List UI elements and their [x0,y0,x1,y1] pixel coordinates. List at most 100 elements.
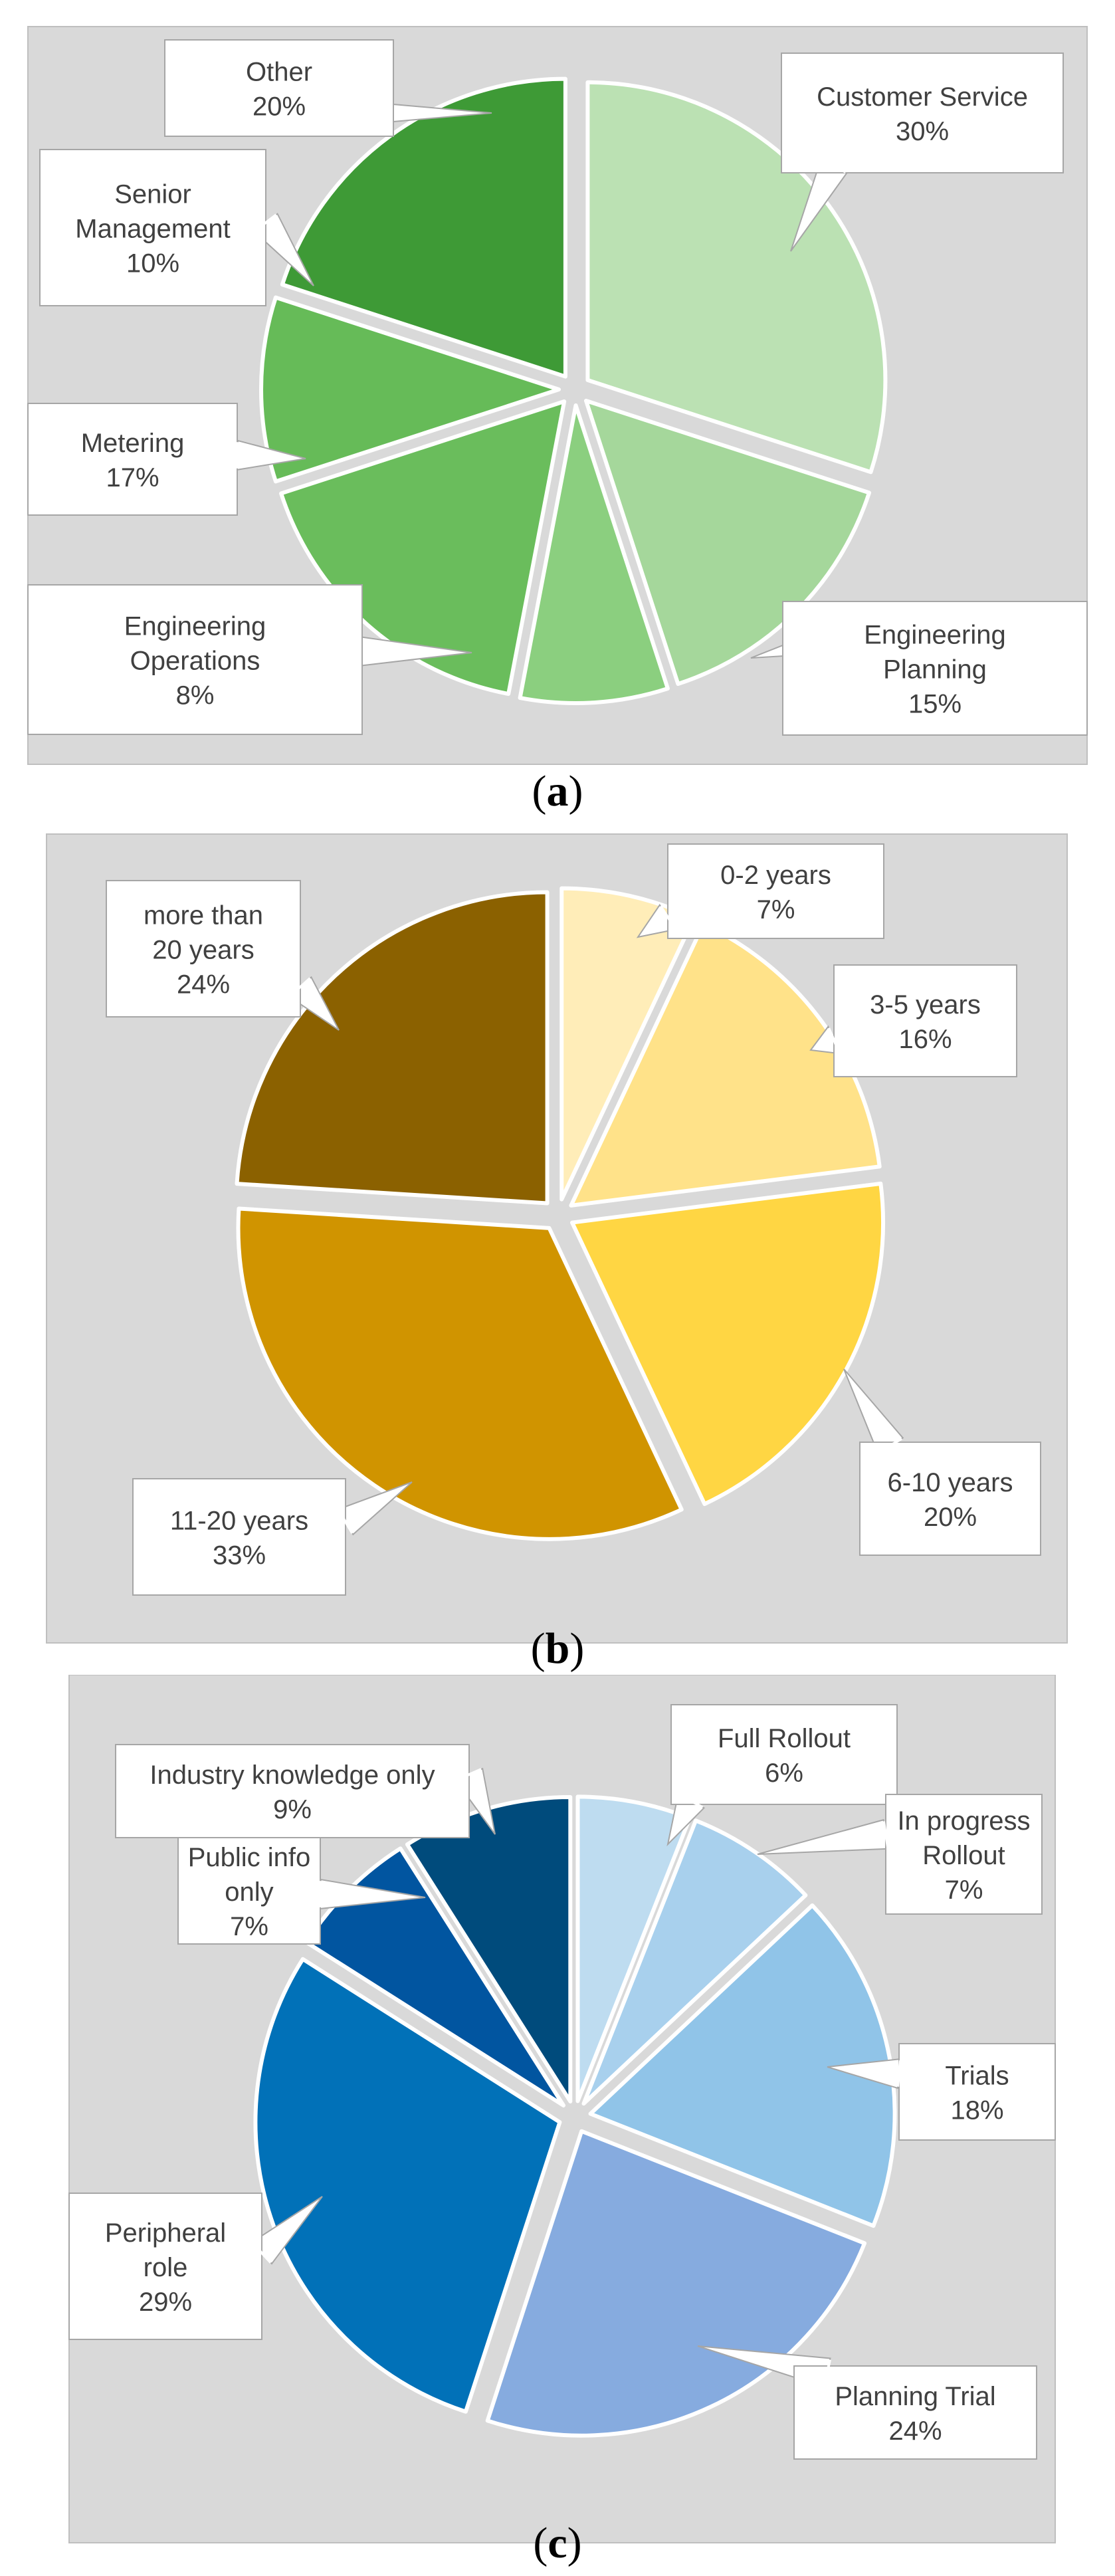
data-label-line: role [144,2253,188,2282]
data-label-line: 10% [126,249,179,278]
data-label-line: Engineering [864,621,1006,650]
data-label-customer-service: Customer Service 30% [781,53,1064,252]
data-label-in-progress-rollout: In progress Rollout 7% [757,1794,1043,1915]
callout-box [177,1837,321,1945]
data-label-line: 29% [139,2288,192,2317]
callout-box [39,149,266,306]
panel-caption-b: (b) [531,1624,585,1673]
callout-box [115,1744,470,1838]
data-label-line: In progress [897,1806,1030,1836]
slices [253,1794,897,2438]
data-label-line: 6% [765,1759,803,1788]
data-label-line: Public info [188,1843,311,1872]
data-label-line: Customer Service [817,82,1028,112]
callout-box [859,1442,1041,1556]
pie-chart-a: Customer Service 30% Engineering Planning 15… [27,26,1088,815]
pie-slice-customer-service [585,80,888,475]
pie-slice-11-20-years [236,1206,684,1541]
pie-slice-trials [588,1903,897,2228]
data-label-line: Peripheral [105,2218,226,2248]
callout-box [885,1794,1043,1915]
data-label-line: Planning [883,655,987,685]
data-label-senior-management: Senior Management 10% [39,149,314,306]
data-label-line: 6-10 years [888,1468,1013,1497]
callout-box [793,2365,1037,2460]
pie-slice-metering [279,399,567,697]
data-label-line: only [225,1878,273,1907]
data-label-line: 16% [898,1025,952,1054]
data-label-line: Operations [130,647,260,676]
data-label-line: 0-2 years [720,861,831,890]
callout-box [667,843,884,939]
callout-box [68,2193,262,2340]
data-label-line: 18% [950,2096,1003,2125]
data-label-line: 7% [757,895,795,924]
pie-chart-b: 0-2 years 7% 3-5 years 16% 6-10 years 20% 11-2… [46,833,1068,1673]
data-label-more-than-20-years: more than 20 years 24% [106,880,340,1031]
callout-box [27,403,238,516]
data-label-trials: Trials 18% [827,2043,1056,2141]
data-label-0-2-years: 0-2 years 7% [636,843,884,939]
data-label-line: 3-5 years [870,990,981,1020]
chart-b-panel: 0-2 years 7% 3-5 years 16% 6-10 years 20% 11-2… [0,817,1115,1675]
chart-c-panel: Full Rollout 6% In progress Rollout 7% Trials… [0,1675,1115,2576]
data-label-line: Senior [114,180,191,209]
pie-slice-engineering-operations [518,403,670,705]
data-label-line: Metering [81,429,185,458]
pie-slice-more-than-20-years [235,890,550,1206]
data-label-line: 24% [177,970,230,1000]
callout-box [27,584,363,735]
data-label-line: Planning Trial [835,2382,995,2411]
slices [259,76,888,705]
data-label-line: 7% [945,1876,983,1905]
data-label-planning-trial: Planning Trial 24% [697,2345,1037,2460]
callout-box [782,601,1088,736]
data-label-line: 9% [273,1795,312,1824]
data-label-other: Other 20% [164,39,492,137]
data-label-metering: Metering 17% [27,403,306,516]
data-label-3-5-years: 3-5 years 16% [809,964,1017,1077]
data-label-6-10-years: 6-10 years 20% [843,1368,1041,1556]
data-label-public-info-only: Public info only 7% [177,1837,426,1945]
data-label-line: Trials [945,2062,1009,2091]
callout-box [164,39,394,137]
data-label-line: 7% [230,1912,268,1941]
chart-a-panel: Customer Service 30% Engineering Planning 15… [0,0,1115,817]
data-label-industry-knowledge-only: Industry knowledge only 9% [115,1744,496,1838]
data-label-engineering-operations: Engineering Operations 8% [27,584,472,735]
data-label-engineering-planning: Engineering Planning 15% [750,601,1088,736]
data-label-line: Management [75,215,230,244]
data-label-line: Rollout [922,1841,1005,1870]
data-label-line: Other [246,58,312,87]
pie-slice-in-progress-rollout [581,1818,808,2106]
pie-slice-senior-management [259,295,561,484]
callout-box [132,1478,346,1596]
callout-box [106,880,301,1018]
data-label-line: 17% [106,463,159,492]
data-label-line: 20 years [152,936,254,965]
callout-box [833,964,1017,1077]
data-label-line: Engineering [124,612,266,641]
callout-box [898,2043,1056,2141]
callout-box [781,53,1064,173]
data-label-line: 20% [253,92,306,122]
data-label-line: 11-20 years [170,1507,308,1536]
data-label-line: Industry knowledge only [150,1761,435,1790]
slices [235,886,885,1541]
pie-chart-c: Full Rollout 6% In progress Rollout 7% Trials… [68,1675,1056,2567]
panel-caption-a: (a) [532,767,583,815]
data-label-line: 24% [888,2416,942,2446]
panel-caption-c: (c) [533,2519,581,2567]
data-label-line: 8% [176,681,215,710]
data-label-line: 15% [908,690,962,719]
data-label-line: 33% [213,1541,266,1570]
data-label-line: 30% [896,117,949,146]
data-label-peripheral-role: Peripheral role 29% [68,2193,323,2340]
data-label-line: 20% [924,1503,977,1532]
data-label-line: Full Rollout [718,1724,851,1753]
pie-slice-peripheral-role [253,1957,562,2414]
pie-slice-3-5-years [569,922,882,1208]
data-label-full-rollout: Full Rollout 6% [666,1704,898,1847]
callout-box [670,1704,898,1805]
data-label-line: more than [144,901,263,930]
